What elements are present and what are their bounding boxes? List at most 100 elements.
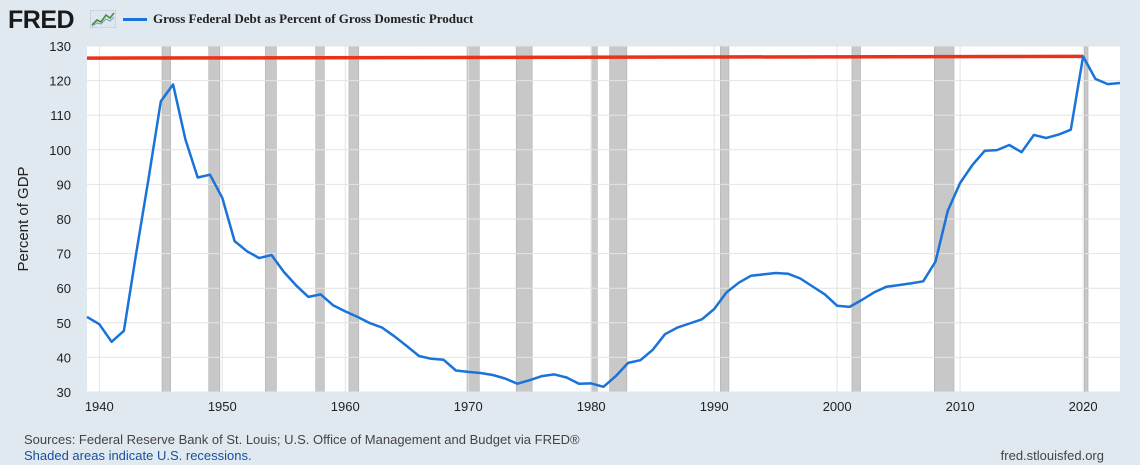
data-point[interactable] — [1117, 80, 1123, 86]
data-point[interactable] — [207, 172, 213, 178]
data-point[interactable] — [957, 180, 963, 186]
data-point[interactable] — [1019, 149, 1025, 155]
data-point[interactable] — [318, 291, 324, 297]
data-point[interactable] — [428, 356, 434, 362]
data-point[interactable] — [1031, 132, 1037, 138]
data-point[interactable] — [982, 148, 988, 154]
data-point[interactable] — [502, 376, 508, 382]
series-layer — [86, 55, 1121, 389]
y-tick-label: 70 — [57, 247, 71, 262]
data-point[interactable] — [305, 294, 311, 300]
data-point[interactable] — [465, 369, 471, 375]
data-point[interactable] — [576, 381, 582, 387]
data-point[interactable] — [1006, 142, 1012, 148]
data-point[interactable] — [846, 304, 852, 310]
data-point[interactable] — [933, 259, 939, 265]
data-point[interactable] — [564, 374, 570, 380]
data-point[interactable] — [158, 98, 164, 104]
data-point[interactable] — [969, 162, 975, 168]
data-point[interactable] — [145, 176, 151, 182]
x-tick-label: 1990 — [700, 399, 729, 414]
data-point[interactable] — [219, 195, 225, 201]
footer-site-link[interactable]: fred.stlouisfed.org — [1000, 448, 1104, 463]
x-tick-label: 2000 — [823, 399, 852, 414]
data-point[interactable] — [687, 320, 693, 326]
data-point[interactable] — [883, 284, 889, 290]
data-point[interactable] — [367, 320, 373, 326]
data-point[interactable] — [625, 360, 631, 366]
data-point[interactable] — [232, 238, 238, 244]
data-point[interactable] — [588, 380, 594, 386]
data-point[interactable] — [711, 306, 717, 312]
data-point[interactable] — [1056, 132, 1062, 138]
data-point[interactable] — [810, 283, 816, 289]
data-point[interactable] — [1068, 127, 1074, 133]
y-tick-label: 30 — [57, 385, 71, 400]
data-point[interactable] — [637, 357, 643, 363]
data-point[interactable] — [1092, 76, 1098, 82]
data-point[interactable] — [268, 252, 274, 258]
data-point[interactable] — [256, 255, 262, 261]
data-point[interactable] — [859, 297, 865, 303]
data-point[interactable] — [994, 147, 1000, 153]
data-point[interactable] — [920, 278, 926, 284]
data-point[interactable] — [797, 276, 803, 282]
data-point[interactable] — [404, 343, 410, 349]
data-point[interactable] — [379, 325, 385, 331]
data-point[interactable] — [748, 273, 754, 279]
data-point[interactable] — [109, 339, 115, 345]
data-point[interactable] — [391, 333, 397, 339]
reference-line — [86, 54, 1084, 60]
data-point[interactable] — [453, 368, 459, 374]
data-point[interactable] — [723, 289, 729, 295]
fred-logo[interactable]: FRED — [8, 6, 75, 34]
data-point[interactable] — [514, 381, 520, 387]
data-point[interactable] — [1080, 53, 1086, 59]
data-point[interactable] — [1043, 135, 1049, 141]
data-point[interactable] — [736, 280, 742, 286]
data-point[interactable] — [416, 353, 422, 359]
data-point[interactable] — [773, 270, 779, 276]
data-point[interactable] — [785, 271, 791, 277]
data-point[interactable] — [613, 373, 619, 379]
data-point[interactable] — [244, 248, 250, 254]
data-point[interactable] — [170, 81, 176, 87]
data-point[interactable] — [650, 347, 656, 353]
data-point[interactable] — [539, 373, 545, 379]
data-point[interactable] — [896, 282, 902, 288]
y-tick-labels: 30 40 50 60 70 80 90 100 110 120 130 — [49, 39, 71, 400]
data-point[interactable] — [195, 174, 201, 180]
data-point[interactable] — [121, 328, 127, 334]
series-line[interactable] — [86, 55, 1121, 389]
data-point[interactable] — [1105, 81, 1111, 87]
data-point[interactable] — [281, 269, 287, 275]
data-point[interactable] — [699, 316, 705, 322]
data-point[interactable] — [293, 282, 299, 288]
data-point[interactable] — [330, 302, 336, 308]
data-point[interactable] — [945, 208, 951, 214]
data-point[interactable] — [760, 271, 766, 277]
data-point[interactable] — [441, 357, 447, 363]
data-point[interactable] — [908, 280, 914, 286]
data-point[interactable] — [490, 372, 496, 378]
data-point[interactable] — [527, 377, 533, 383]
data-point[interactable] — [551, 371, 557, 377]
data-point[interactable] — [84, 314, 90, 320]
data-point[interactable] — [601, 384, 607, 390]
data-point[interactable] — [133, 250, 139, 256]
data-point[interactable] — [96, 321, 102, 327]
data-point[interactable] — [822, 291, 828, 297]
data-point[interactable] — [478, 370, 484, 376]
data-point[interactable] — [674, 325, 680, 331]
data-point[interactable] — [871, 289, 877, 295]
legend-label[interactable]: Gross Federal Debt as Percent of Gross D… — [153, 11, 474, 26]
footer-recession-note[interactable]: Shaded areas indicate U.S. recessions. — [24, 448, 252, 463]
x-tick-label: 1980 — [577, 399, 606, 414]
data-point[interactable] — [662, 331, 668, 337]
data-point[interactable] — [182, 136, 188, 142]
data-point[interactable] — [342, 308, 348, 314]
data-point[interactable] — [834, 303, 840, 309]
data-point[interactable] — [355, 314, 361, 320]
y-tick-label: 60 — [57, 281, 71, 296]
